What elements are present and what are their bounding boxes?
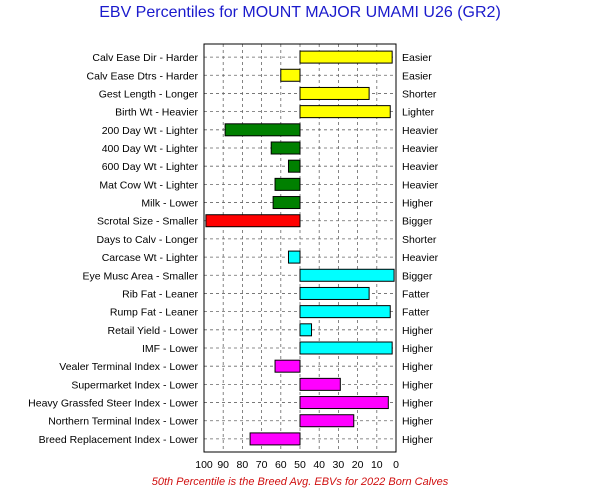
direction-label: Shorter (402, 234, 437, 246)
direction-label: Fatter (402, 288, 430, 300)
x-tick-label: 50 (294, 459, 306, 471)
direction-label: Higher (402, 361, 433, 373)
bar (299, 396, 389, 410)
category-label: Days to Calv - Longer (96, 234, 198, 246)
category-label: Carcase Wt - Lighter (102, 252, 199, 264)
bar (299, 305, 391, 319)
direction-label: Higher (402, 379, 433, 391)
category-label: Birth Wt - Heavier (115, 107, 198, 119)
category-label: Heavy Grassfed Steer Index - Lower (28, 398, 198, 410)
category-label: Northern Terminal Index - Lower (48, 416, 198, 428)
bar (299, 323, 313, 337)
bar (299, 268, 395, 282)
bar (287, 159, 301, 173)
category-label: Rump Fat - Leaner (110, 307, 199, 319)
footnote: 50th Percentile is the Breed Avg. EBVs f… (151, 476, 449, 488)
x-tick-label: 0 (393, 459, 399, 471)
direction-label: Easier (402, 70, 432, 82)
bar (299, 286, 370, 300)
direction-label: Heavier (402, 125, 439, 137)
category-label: Rib Fat - Leaner (122, 288, 198, 300)
bar (299, 105, 391, 119)
direction-label: Lighter (402, 107, 435, 119)
x-tick-label: 20 (352, 459, 364, 471)
direction-label: Fatter (402, 307, 430, 319)
bar (299, 414, 355, 428)
category-label: IMF - Lower (142, 343, 199, 355)
direction-label: Higher (402, 434, 433, 446)
bar (274, 177, 301, 191)
direction-label: Higher (402, 398, 433, 410)
direction-label: Bigger (402, 270, 433, 282)
bar (299, 86, 370, 100)
category-label: 600 Day Wt - Lighter (102, 161, 199, 173)
plot-frame (203, 43, 397, 453)
bars (205, 50, 395, 446)
direction-label: Higher (402, 198, 433, 210)
bar (299, 341, 393, 355)
category-label: Breed Replacement Index - Lower (39, 434, 199, 446)
chart-title: EBV Percentiles for MOUNT MAJOR UMAMI U2… (99, 4, 501, 21)
category-label: Retail Yield - Lower (108, 325, 199, 337)
direction-label: Higher (402, 343, 433, 355)
direction-label: Shorter (402, 88, 437, 100)
direction-label: Bigger (402, 216, 433, 228)
bar (249, 432, 301, 446)
category-label: Calv Ease Dir - Harder (92, 52, 198, 64)
bar (272, 196, 301, 210)
category-label: 200 Day Wt - Lighter (102, 125, 199, 137)
right-labels: Easier Easier Shorter Lighter Heavier Heavier… (402, 52, 439, 446)
bar (280, 68, 301, 82)
bar (299, 50, 393, 64)
bar (224, 123, 301, 137)
direction-label: Higher (402, 325, 433, 337)
category-label: Scrotal Size - Smaller (97, 216, 198, 228)
direction-label: Heavier (402, 179, 439, 191)
bar (287, 250, 301, 264)
bar (274, 359, 301, 373)
direction-label: Higher (402, 416, 433, 428)
x-axis-ticks: 100 90 80 70 60 50 40 30 20 10 0 (195, 459, 399, 471)
x-tick-label: 10 (371, 459, 383, 471)
direction-label: Heavier (402, 161, 439, 173)
category-label: Mat Cow Wt - Lighter (99, 179, 198, 191)
category-label: Calv Ease Dtrs - Harder (87, 70, 199, 82)
bar (299, 377, 341, 391)
bar (205, 214, 301, 228)
x-tick-label: 90 (217, 459, 229, 471)
x-tick-label: 100 (195, 459, 213, 471)
category-label: 400 Day Wt - Lighter (102, 143, 199, 155)
category-label: Milk - Lower (141, 198, 198, 210)
bar (270, 141, 301, 155)
direction-label: Heavier (402, 143, 439, 155)
category-label: Eye Musc Area - Smaller (82, 270, 198, 282)
left-labels: Calv Ease Dir - Harder Calv Ease Dtrs - H… (28, 52, 198, 446)
x-tick-label: 40 (313, 459, 325, 471)
direction-label: Easier (402, 52, 432, 64)
x-tick-label: 60 (275, 459, 287, 471)
x-tick-label: 70 (256, 459, 268, 471)
category-label: Gest Length - Longer (99, 88, 199, 100)
category-label: Vealer Terminal Index - Lower (59, 361, 198, 373)
x-tick-label: 30 (333, 459, 345, 471)
category-label: Supermarket Index - Lower (71, 379, 198, 391)
x-tick-label: 80 (237, 459, 249, 471)
direction-label: Heavier (402, 252, 439, 264)
